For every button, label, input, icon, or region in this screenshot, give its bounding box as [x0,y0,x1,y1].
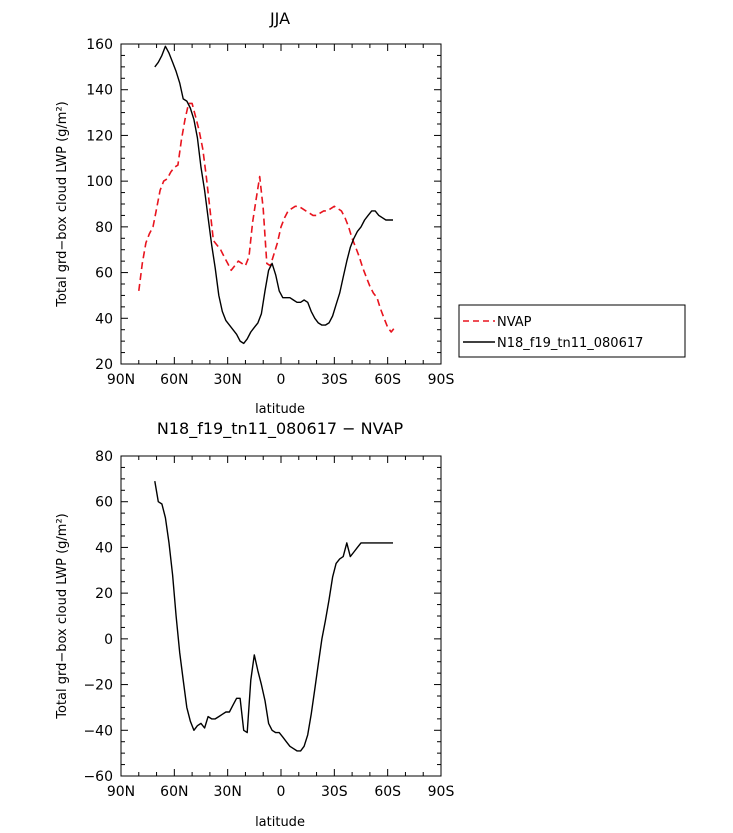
x-tick-label: 60S [374,784,401,800]
y-tick-label: 20 [95,586,113,602]
x-tick-label: 60N [160,784,188,800]
x-tick-label: 0 [277,784,286,800]
y-tick-label: 100 [86,174,113,190]
chart-title: JJA [269,9,290,28]
x-tick-label: 60S [374,372,401,388]
x-tick-label: 90N [107,372,135,388]
plot-frame [120,43,442,365]
x-tick-label: 90S [428,372,455,388]
y-axis-label: Total grd−box cloud LWP (g/m²) [55,101,70,308]
x-tick-labels: 90N 60N 30N 0 30S 60S 90S [107,372,455,388]
y-tick-label: 140 [86,83,113,99]
y-tick-label: 60 [95,495,113,511]
series-lines [138,45,396,345]
y-tick-label: 80 [95,449,113,465]
x-tick-labels: 90N 60N 30N 0 30S 60S 90S [107,784,455,800]
series-line-n18-f19-tn11-080617 [154,45,393,345]
chart-panel-difference: N18_f19_tn11_080617 − NVAP 90N 60N 30N 0 30S… [55,419,454,830]
y-axis-label: Total grd−box cloud LWP (g/m²) [55,513,70,720]
y-tick-label: 60 [95,266,113,282]
x-axis-label: latitude [255,815,305,830]
y-tick-labels: −60 −40 −20 0 20 40 60 80 [83,449,113,785]
axis-ticks [120,455,442,777]
y-tick-label: −40 [83,723,113,739]
y-tick-label: −20 [83,678,113,694]
y-tick-label: 40 [95,540,113,556]
y-tick-label: 0 [104,632,113,648]
x-tick-label: 30S [321,784,348,800]
y-tick-label: 40 [95,311,113,327]
x-tick-label: 30N [214,784,242,800]
y-tick-label: 20 [95,357,113,373]
y-tick-labels: 20 40 60 80 100 120 140 160 [86,37,113,373]
legend-label-model: N18_f19_tn11_080617 [497,336,643,351]
x-tick-label: 30S [321,372,348,388]
series-line-difference [154,480,393,752]
x-tick-label: 90S [428,784,455,800]
chart-panel-jja: JJA 90N 60N 30N 0 30S 60S 90S 20 40 60 80 100 120 14… [55,9,454,417]
x-tick-label: 30N [214,372,242,388]
axis-ticks [120,43,442,365]
x-tick-label: 0 [277,372,286,388]
plot-frame [120,455,442,777]
series-line-nvap [138,102,396,333]
y-tick-label: 120 [86,128,113,144]
x-axis-label: latitude [255,402,305,417]
x-tick-label: 90N [107,784,135,800]
legend-label-nvap: NVAP [497,315,532,330]
series-lines [154,480,393,752]
x-tick-label: 60N [160,372,188,388]
y-tick-label: 80 [95,220,113,236]
y-tick-label: −60 [83,769,113,785]
y-tick-label: 160 [86,37,113,53]
chart-title: N18_f19_tn11_080617 − NVAP [157,419,404,439]
legend-box [458,304,686,358]
legend: NVAP N18_f19_tn11_080617 [458,304,686,358]
